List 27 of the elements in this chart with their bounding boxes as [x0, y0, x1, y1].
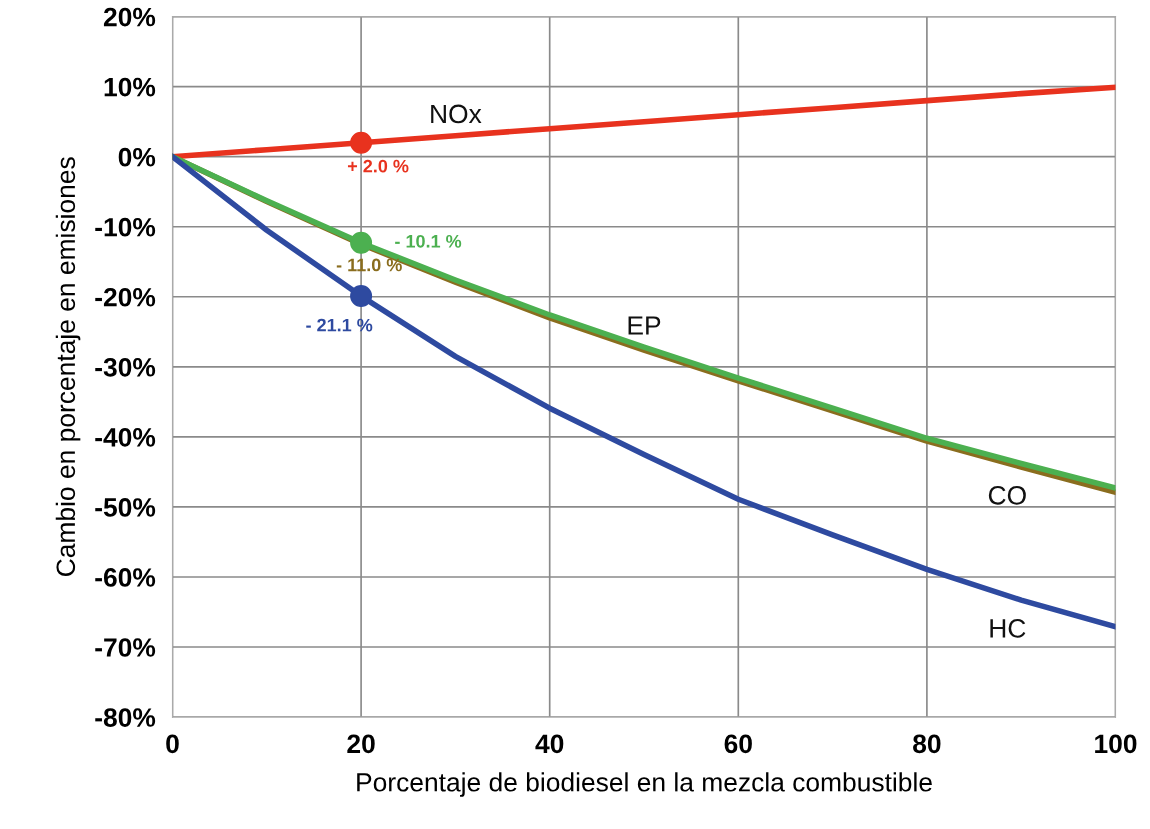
x-tick-label: 40 — [535, 734, 564, 754]
y-tick-label: -30% — [95, 357, 156, 377]
y-tick-label: -20% — [95, 287, 156, 307]
x-tick-label: 100 — [1095, 734, 1137, 754]
y-tick-label: 0% — [118, 147, 156, 167]
y-tick-label: -60% — [95, 568, 156, 587]
annotation: - 10.1 % — [395, 234, 462, 248]
y-tick-label: -80% — [95, 708, 156, 727]
y-tick-label: -40% — [95, 428, 156, 447]
series-label: CO — [988, 485, 1026, 505]
x-tick-label: 0 — [166, 734, 179, 754]
x-tick-label: 20 — [347, 734, 375, 754]
y-tick-label: -70% — [95, 638, 156, 657]
y-axis-title: Cambio en porcentaje en emisiones — [55, 157, 81, 576]
series-label: NOx — [431, 104, 482, 124]
series-label: EP — [628, 316, 661, 335]
annotation: - 21.1 % — [306, 318, 373, 332]
annotation: + 2.0 % — [347, 159, 409, 173]
series-label: HC — [990, 619, 1026, 638]
x-axis-title: Porcentaje de biodiesel en la mezcla combustible — [357, 772, 932, 797]
x-tick-label: 80 — [913, 734, 941, 754]
y-tick-label: 10% — [104, 77, 156, 97]
annotation: - 11.0 % — [336, 258, 402, 272]
x-tick-label: 60 — [724, 734, 752, 754]
y-tick-label: -50% — [95, 498, 156, 517]
y-tick-label: -10% — [95, 217, 156, 237]
y-tick-label: 20% — [103, 7, 156, 27]
